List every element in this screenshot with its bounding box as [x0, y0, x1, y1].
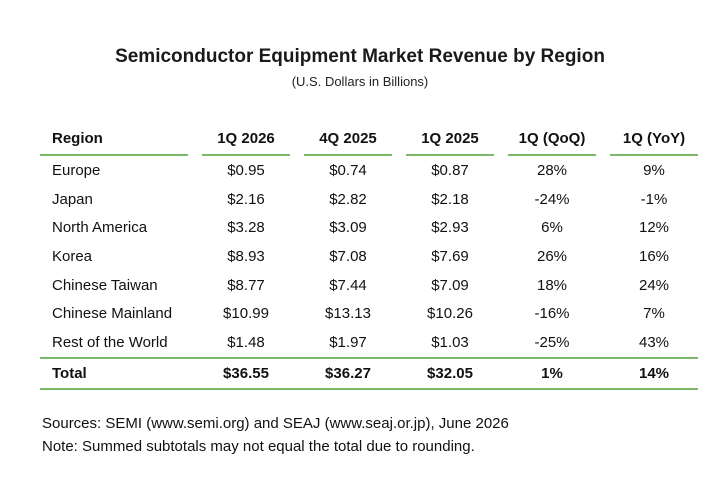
table-cell: 6% — [541, 219, 563, 237]
table-cell: $2.16 — [227, 190, 265, 208]
table-cell: -24% — [534, 190, 570, 208]
table-cell: $0.74 — [329, 161, 367, 179]
table-cell: $2.93 — [431, 219, 469, 237]
table-row: Chinese Mainland $10.99 $13.13 $10.26 -16% 7% — [40, 299, 698, 328]
table-cell: $8.93 — [227, 247, 265, 265]
table-cell: $7.09 — [431, 276, 469, 294]
table-row: Japan $2.16 $2.82 $2.18 -24% -1% — [40, 185, 698, 214]
table-cell: $2.18 — [431, 190, 469, 208]
total-cell: $36.27 — [304, 356, 392, 390]
region-name: North America — [52, 219, 148, 237]
region-name: Korea — [52, 247, 93, 265]
total-cell: $36.55 — [202, 356, 290, 390]
table-cell: $10.26 — [427, 305, 473, 323]
table-cell: $7.08 — [329, 247, 367, 265]
table-cell: $1.48 — [227, 333, 265, 351]
region-name: Europe — [52, 161, 101, 179]
table-cell: 9% — [643, 161, 665, 179]
table-cell: 16% — [638, 247, 670, 265]
table-cell: $10.99 — [223, 305, 269, 323]
page-subtitle: (U.S. Dollars in Billions) — [291, 74, 429, 89]
table-body: Europe $0.95 $0.74 $0.87 28% 9% Japan $2.16 $2.8… — [40, 156, 698, 390]
footnotes: Sources: SEMI (www.semi.org) and SEAJ (w… — [42, 412, 509, 458]
table-cell: $7.69 — [431, 247, 469, 265]
table-row: North America $3.28 $3.09 $2.93 6% 12% — [40, 213, 698, 242]
sources-note: Sources: SEMI (www.semi.org) and SEAJ (w… — [42, 415, 509, 432]
table-row: Rest of the World $1.48 $1.97 $1.03 -25% 43% — [40, 328, 698, 357]
table-cell: 7% — [643, 305, 665, 323]
table-header-row: Region 1Q 2026 4Q 2025 1Q 2025 1Q (QoQ) … — [40, 122, 698, 154]
region-name: Chinese Mainland — [52, 305, 173, 323]
table-cell: $3.28 — [227, 219, 265, 237]
table-cell: $0.87 — [431, 161, 469, 179]
table-row: Korea $8.93 $7.08 $7.69 26% 16% — [40, 242, 698, 271]
region-name: Rest of the World — [52, 333, 168, 351]
region-name: Chinese Taiwan — [52, 276, 158, 294]
total-cell: $32.05 — [406, 356, 494, 390]
total-row: Total $36.55 $36.27 $32.05 1% 14% — [40, 356, 698, 390]
table-cell: -1% — [640, 190, 668, 208]
revenue-table: Region 1Q 2026 4Q 2025 1Q 2025 1Q (QoQ) … — [40, 122, 698, 390]
total-cell: 14% — [610, 356, 698, 390]
table-cell: 26% — [536, 247, 568, 265]
table-cell: -25% — [534, 333, 570, 351]
table-cell: 24% — [638, 276, 670, 294]
region-name: Japan — [52, 190, 93, 208]
table-cell: -16% — [534, 305, 570, 323]
header-yoy: 1Q (YoY) — [622, 129, 686, 147]
table-cell: 43% — [638, 333, 670, 351]
rounding-note: Note: Summed subtotals may not equal the… — [42, 438, 475, 455]
header-qoq: 1Q (QoQ) — [518, 129, 586, 147]
table-cell: $2.82 — [329, 190, 367, 208]
header-4q2025: 4Q 2025 — [319, 129, 377, 147]
table-row: Chinese Taiwan $8.77 $7.44 $7.09 18% 24% — [40, 271, 698, 300]
table-cell: 12% — [638, 219, 670, 237]
table-row: Europe $0.95 $0.74 $0.87 28% 9% — [40, 156, 698, 185]
header-underline — [40, 154, 698, 156]
table-cell: 18% — [536, 276, 568, 294]
table-cell: 28% — [536, 161, 568, 179]
table-cell: $0.95 — [227, 161, 265, 179]
header-region: Region — [52, 129, 103, 147]
table-cell: $13.13 — [325, 305, 371, 323]
table-cell: $1.03 — [431, 333, 469, 351]
table-cell: $8.77 — [227, 276, 265, 294]
table-cell: $1.97 — [329, 333, 367, 351]
table-cell: $7.44 — [329, 276, 367, 294]
total-cell: 1% — [508, 356, 596, 390]
table-cell: $3.09 — [329, 219, 367, 237]
page-title: Semiconductor Equipment Market Revenue b… — [115, 46, 605, 67]
header-1q2025: 1Q 2025 — [421, 129, 479, 147]
header-1q2026: 1Q 2026 — [217, 129, 275, 147]
total-label: Total — [40, 356, 188, 390]
